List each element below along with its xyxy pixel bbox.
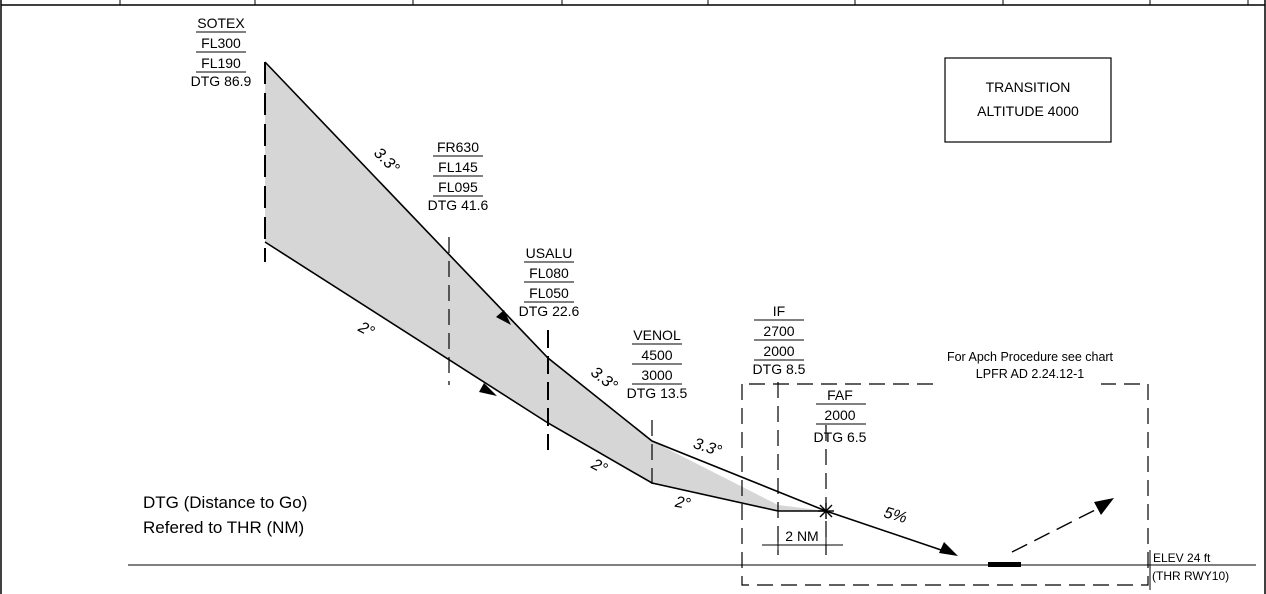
dtg-legend-line-1: DTG (Distance to Go) — [143, 493, 307, 512]
top-table-dividers — [119, 0, 1249, 5]
fix-lines — [264, 62, 827, 555]
waypoint-name: USALU — [526, 245, 573, 261]
waypoint-name: FAF — [827, 387, 853, 403]
final-descent-arrowhead — [939, 542, 958, 556]
distance-to-go: DTG 22.6 — [519, 303, 580, 319]
gradient-label-upper-3: 3.3° — [691, 435, 724, 460]
missed-approach-line — [1011, 505, 1104, 553]
waypoint-venol: VENOL 4500 3000 DTG 13.5 — [627, 327, 688, 401]
approach-procedure-box — [741, 383, 1149, 586]
distance-to-go: DTG 13.5 — [627, 385, 688, 401]
upper-profile-line — [264, 61, 827, 512]
distance-to-go: DTG 86.9 — [191, 73, 252, 89]
lower-limit: FL050 — [529, 285, 569, 301]
upper-profile-arrowhead — [496, 310, 511, 325]
dtg-legend-line-2: Refered to THR (NM) — [143, 518, 304, 537]
gradient-label-final: 5% — [882, 504, 909, 527]
distance-to-go: DTG 41.6 — [428, 197, 489, 213]
lower-limit: FL095 — [438, 179, 478, 195]
distance-to-go: DTG 8.5 — [753, 361, 806, 377]
lower-limit: FL190 — [201, 55, 241, 71]
transition-altitude-line-2: ALTITUDE 4000 — [977, 103, 1079, 119]
upper-limit: 2700 — [763, 323, 794, 339]
scale-bar — [762, 537, 843, 553]
waypoint-usalu: USALU FL080 FL050 DTG 22.6 — [519, 245, 580, 319]
waypoint-fr630: FR630 FL145 FL095 DTG 41.6 — [428, 139, 489, 213]
transition-altitude-line-1: TRANSITION — [986, 79, 1071, 95]
waypoint-name: FR630 — [437, 139, 479, 155]
upper-limit: FL145 — [438, 159, 478, 175]
apch-note-line-1: For Apch Procedure see chart — [947, 350, 1114, 364]
threshold-elevation: ELEV 24 ft — [1153, 551, 1211, 565]
missed-approach-arrowhead — [1094, 498, 1114, 515]
waypoint-faf: FAF 2000 DTG 6.5 — [814, 387, 867, 445]
waypoint-name: VENOL — [633, 327, 681, 343]
final-descent-line — [825, 510, 951, 554]
lower-limit: 3000 — [641, 367, 672, 383]
gradient-label-lower-2: 2° — [587, 455, 610, 478]
distance-to-go: DTG 6.5 — [814, 429, 867, 445]
gradient-label-lower-1: 2° — [354, 318, 377, 341]
altitude: 2000 — [824, 407, 855, 423]
gradient-label-upper-2: 3.3° — [587, 364, 621, 395]
waypoint-name: IF — [773, 303, 785, 319]
upper-limit: 4500 — [641, 347, 672, 363]
lower-limit: 2000 — [763, 343, 794, 359]
gradient-label-lower-3: 2° — [673, 494, 693, 514]
transition-altitude-box — [944, 57, 1112, 143]
lower-profile-arrowhead — [479, 383, 497, 396]
scale-label: 2 NM — [785, 528, 818, 544]
waypoint-name: SOTEX — [197, 15, 245, 31]
waypoint-sotex: SOTEX FL300 FL190 DTG 86.9 — [191, 15, 252, 89]
upper-limit: FL300 — [201, 35, 241, 51]
upper-limit: FL080 — [529, 265, 569, 281]
waypoint-if: IF 2700 2000 DTG 8.5 — [753, 303, 806, 377]
threshold-runway: (THR RWY10) — [1152, 569, 1229, 583]
apch-note-line-2: LPFR AD 2.24.12-1 — [976, 367, 1084, 381]
gradient-label-upper-1: 3.3° — [370, 145, 403, 178]
